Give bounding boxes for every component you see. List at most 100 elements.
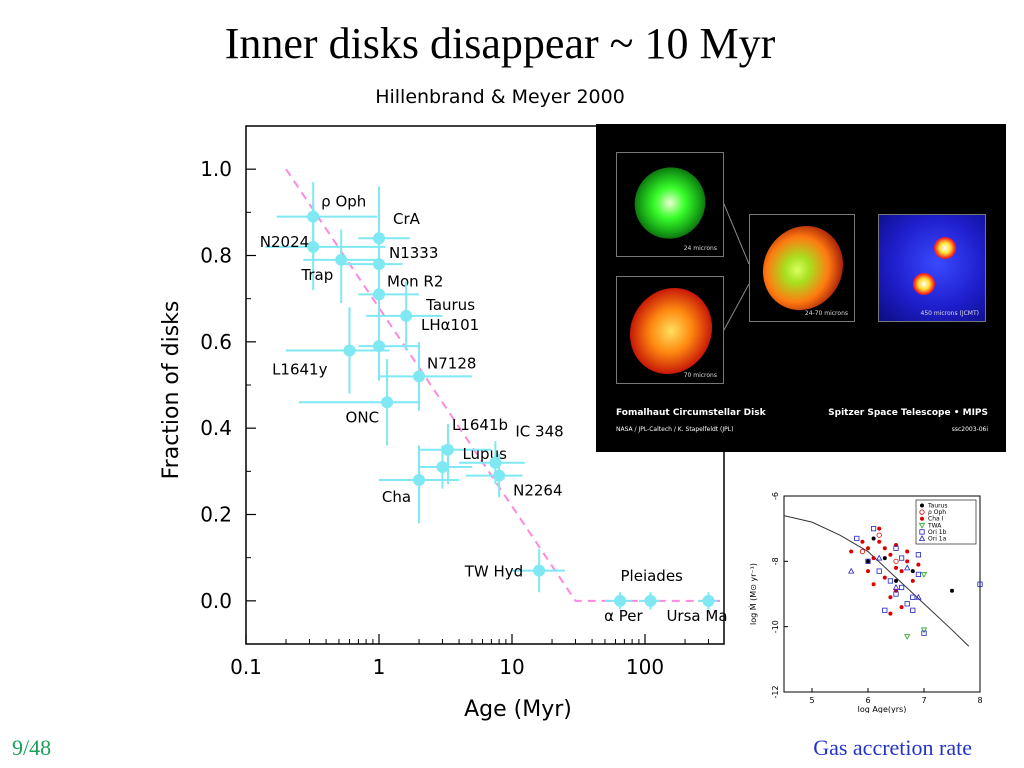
inset-y-tick-label: -10 bbox=[771, 620, 780, 633]
inset-data-point bbox=[894, 565, 898, 570]
inset-data-point bbox=[910, 578, 915, 583]
inset-legend-marker bbox=[920, 516, 924, 521]
inset-data-point bbox=[915, 552, 921, 558]
inset-data-point bbox=[877, 539, 882, 544]
data-point bbox=[400, 309, 413, 322]
inset-legend-marker bbox=[918, 535, 926, 541]
y-tick-label: 0.6 bbox=[200, 330, 232, 354]
point-label: Taurus bbox=[425, 296, 475, 314]
data-point bbox=[381, 396, 394, 409]
y-tick-label: 1.0 bbox=[200, 157, 232, 181]
connector-line bbox=[723, 283, 750, 331]
inset-data-point bbox=[893, 558, 899, 564]
y-tick-label: 0.4 bbox=[200, 416, 232, 440]
inset-data-point bbox=[882, 546, 887, 551]
inset-legend-marker bbox=[918, 522, 926, 529]
x-tick-label: 100 bbox=[626, 655, 664, 679]
point-label: IC 348 bbox=[515, 423, 563, 441]
inset-data-point bbox=[860, 539, 865, 544]
slide-number: 9/48 bbox=[12, 735, 52, 760]
inset-data-point bbox=[893, 545, 899, 551]
inset-legend-box bbox=[915, 499, 977, 545]
inset-data-point bbox=[905, 559, 910, 564]
point-label: CrA bbox=[393, 210, 421, 228]
inset-data-point bbox=[848, 567, 855, 574]
inset-data-point bbox=[882, 556, 887, 561]
panel-24-microns: 24 microns bbox=[616, 152, 724, 257]
point-label: N1333 bbox=[389, 244, 438, 262]
inset-frame bbox=[783, 495, 981, 693]
inset-data-point bbox=[888, 611, 893, 616]
x-axis-label: Age (Myr) bbox=[464, 697, 572, 722]
inset-data-point bbox=[871, 536, 876, 541]
inset-data-point bbox=[905, 549, 910, 554]
inset-legend-label: Ori 1b bbox=[928, 529, 947, 536]
data-point bbox=[413, 473, 426, 486]
inset-data-point bbox=[887, 578, 893, 584]
inset-data-point bbox=[920, 627, 928, 634]
x-tick-label: 10 bbox=[499, 655, 524, 679]
inset-data-point bbox=[849, 549, 854, 554]
x-tick-label: 1 bbox=[373, 655, 386, 679]
inset-data-point bbox=[859, 548, 866, 555]
y-tick-label: 0.0 bbox=[200, 589, 232, 613]
data-point bbox=[413, 370, 426, 383]
point-label: Ursa Ma bbox=[666, 607, 727, 625]
data-point bbox=[373, 340, 385, 353]
inset-data-point bbox=[865, 558, 871, 564]
inset-data-point bbox=[904, 634, 911, 640]
inset-data-point bbox=[876, 554, 883, 561]
slide-subtitle: Hillenbrand & Meyer 2000 bbox=[375, 86, 625, 108]
inset-y-axis-label: log Ṁ (M⊙ yr⁻¹) bbox=[748, 563, 758, 625]
point-label: LHα101 bbox=[421, 316, 479, 334]
data-point bbox=[441, 443, 454, 456]
inset-legend-label: TWA bbox=[927, 522, 942, 529]
inset-data-point bbox=[916, 562, 921, 567]
inset-data-point bbox=[871, 582, 876, 587]
inset-data-point bbox=[866, 569, 870, 574]
gas-accretion-caption: Gas accretion rate bbox=[813, 735, 972, 760]
inset-data-point bbox=[910, 569, 915, 574]
inset-data-point bbox=[899, 569, 904, 574]
point-label: Pleiades bbox=[621, 567, 684, 585]
inset-data-point bbox=[898, 555, 905, 561]
panel-450-microns: 450 microns (JCMT) bbox=[878, 214, 986, 322]
inset-data-point bbox=[915, 593, 922, 600]
y-tick-label: 0.2 bbox=[200, 503, 232, 527]
point-label: Cha bbox=[382, 488, 411, 506]
fomalhaut-spitzer-image: 24 microns 70 microns 24-70 microns 450 … bbox=[596, 124, 1006, 452]
slide-title: Inner disks disappear ~ 10 Myr bbox=[224, 19, 776, 68]
inset-legend-marker bbox=[919, 509, 925, 515]
inset-data-point bbox=[882, 575, 887, 580]
point-label: ρ Oph bbox=[321, 193, 366, 211]
inset-data-point bbox=[977, 581, 983, 587]
data-point bbox=[343, 344, 356, 357]
inset-data-point bbox=[899, 605, 904, 610]
inset-data-point bbox=[888, 552, 893, 557]
inset-data-point bbox=[854, 535, 860, 542]
point-label: N7128 bbox=[427, 354, 476, 372]
panel-connector-lines bbox=[723, 203, 750, 331]
trend-line bbox=[285, 168, 720, 602]
data-point bbox=[436, 461, 449, 474]
point-label: Mon R2 bbox=[387, 272, 443, 290]
panel-label-70: 70 microns bbox=[683, 372, 717, 379]
panel-label-24-70: 24-70 microns bbox=[804, 310, 848, 317]
inset-y-tick-label: -12 bbox=[771, 685, 780, 698]
inset-data-point bbox=[904, 601, 910, 607]
blob-upper bbox=[934, 237, 956, 259]
inset-legend-marker bbox=[919, 529, 925, 535]
panel-label-450: 450 microns (JCMT) bbox=[920, 310, 980, 317]
data-point bbox=[335, 253, 348, 266]
inset-x-tick-label: 8 bbox=[977, 696, 982, 705]
inset-data-point bbox=[893, 591, 899, 597]
inset-data-point bbox=[898, 584, 905, 591]
inset-x-axis-label: log Age(yrs) bbox=[858, 705, 907, 713]
inset-legend-label: Cha I bbox=[928, 516, 944, 523]
panel-label-24: 24 microns bbox=[683, 245, 717, 252]
spitzer-caption: Spitzer Space Telescope • MIPS bbox=[828, 408, 988, 418]
inset-legend-label: Taurus bbox=[927, 503, 948, 510]
inset-data-point bbox=[910, 594, 916, 600]
point-label: L1641y bbox=[272, 360, 328, 378]
panel-24-70-microns: 24-70 microns bbox=[749, 214, 855, 322]
